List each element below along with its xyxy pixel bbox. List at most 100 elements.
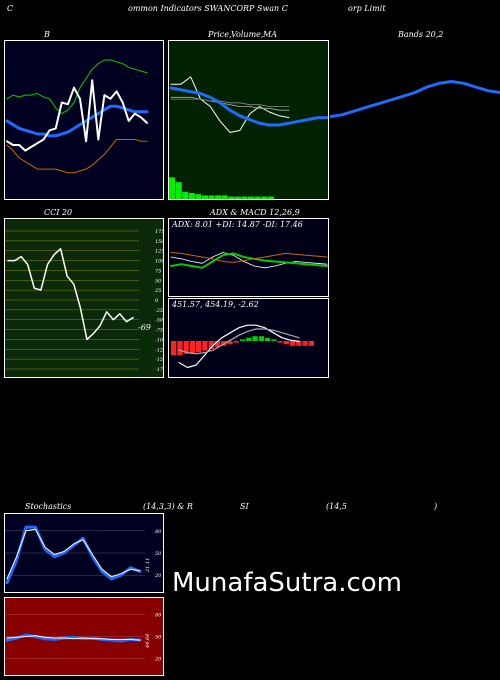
volume-bar [248, 196, 255, 199]
macd-histogram-bar [227, 341, 233, 345]
cci-tick-label: -25 [155, 308, 163, 314]
cci-tick-label: 150 [155, 239, 163, 245]
price-ma-chart [169, 76, 328, 199]
ma-title: MA [263, 30, 277, 39]
macd-panel: 451.57, 454.19, -2.62 [168, 298, 329, 378]
macd-histogram-bar [308, 341, 314, 346]
volume-bar [261, 196, 268, 199]
volume-bar [221, 195, 228, 199]
macd-histogram-bar [258, 336, 264, 341]
volume-bar [254, 196, 261, 199]
cci-tick-label: -175 [155, 367, 163, 373]
rsi-signal-line [6, 635, 141, 641]
volume-bar [182, 191, 189, 199]
bollinger-title: B [44, 30, 50, 39]
price-ma-blue-line [169, 86, 328, 127]
macd-histogram-bar [183, 341, 189, 354]
adx-chart [170, 252, 328, 269]
macd-histogram-bar [208, 341, 214, 349]
volume-bar [241, 196, 248, 199]
price-title: Price, [208, 30, 232, 39]
volume-bar [201, 195, 208, 199]
volume-bar [208, 195, 215, 199]
cci-chart: 175 150 125 100 75 50 25 0 -25 -50 -75 -100 -125 -150… [5, 229, 163, 373]
macd-histogram-bar [214, 341, 221, 348]
macd-histogram-bar [246, 337, 252, 341]
volume-bar [267, 196, 274, 199]
adx-plus_di-line [170, 252, 328, 269]
macd-histogram-bar [252, 336, 258, 341]
volume-bar [188, 193, 195, 199]
cci-title: CCI 20 [44, 208, 73, 217]
cci-tick-label: -50 [155, 318, 163, 324]
price-ma-panel [168, 40, 329, 200]
volume-bar [234, 196, 241, 199]
stoch-d-line [6, 528, 141, 580]
adx-values-label: ADX: 8.01 +DI: 14.87 -DI: 17.46 [172, 220, 303, 229]
bollinger-price-line [6, 79, 148, 152]
bands-title: Bands 20,2 [398, 30, 444, 39]
header-title-center: ommon Indicators SWANCORP Swan C [128, 4, 288, 13]
volume-title: Volume, [231, 30, 264, 39]
stoch-tick-label: 50 [155, 551, 162, 557]
macd-histogram-bar [233, 341, 239, 343]
ma-blue-extension-line [330, 80, 500, 119]
macd-histogram-bar [171, 341, 177, 356]
cci-tick-label: -150 [155, 357, 163, 363]
rsi-last-label: 44.64 [145, 634, 151, 649]
rsi-title: SI [240, 502, 249, 511]
cci-panel: 175 150 125 100 75 50 25 0 -25 -50 -75 -100 -125 -150… [4, 218, 164, 378]
adx-macd-title: ADX & MACD 12,26,9 [210, 208, 300, 217]
bollinger-lower-line [6, 139, 148, 174]
cci-tick-label: -75 [155, 328, 163, 334]
rsi-tick-label: 50 [155, 635, 162, 641]
watermark: MunafaSutra.com [172, 568, 403, 598]
macd-histogram-bar [202, 341, 208, 351]
header-title-left: C [7, 4, 14, 13]
cci-line [7, 247, 134, 341]
macd-histogram-bar [283, 341, 289, 345]
bollinger-upper-line [6, 59, 148, 115]
rsi-tick-label: 80 [155, 613, 162, 619]
adx-minus_di-line [170, 252, 328, 263]
macd-histogram-bar [177, 341, 183, 356]
cci-tick-label: -100 [155, 337, 163, 343]
rsi-params: (14,5 [326, 502, 347, 511]
volume-bar [215, 195, 222, 199]
bollinger-chart [5, 59, 149, 174]
volume-bar [195, 194, 202, 199]
cci-tick-label: 100 [155, 259, 163, 265]
rsi-chart: 80 50 20 44.64 [5, 613, 162, 662]
rsi-rsi-line [5, 633, 142, 643]
adx-panel: ADX: 8.01 +DI: 14.87 -DI: 17.46 [168, 218, 329, 297]
macd-chart [171, 324, 314, 369]
cci-tick-label: 0 [155, 298, 159, 304]
macd-histogram-bar [264, 337, 271, 341]
volume-bar [175, 182, 182, 199]
macd-histogram-bar [189, 341, 196, 354]
cci-tick-label: 125 [155, 249, 163, 255]
rsi-params-close: ) [434, 502, 438, 511]
macd-histogram-bar [196, 341, 202, 353]
cci-last-label: -69 [138, 323, 151, 332]
macd-histogram-bar [239, 339, 246, 341]
macd-histogram-bar [290, 341, 296, 346]
macd-histogram-bar [277, 341, 283, 343]
cci-tick-label: 50 [155, 278, 162, 284]
adx-adx-line [170, 252, 328, 269]
stoch-tick-label: 20 [154, 573, 162, 579]
stochastics-params: (14,3,3) & R [143, 502, 193, 511]
rsi-panel: 80 50 20 44.64 [4, 597, 164, 676]
macd-histogram-bar [271, 339, 277, 341]
stoch-k-line [5, 525, 142, 585]
stochastics-title: Stochastics [25, 502, 72, 511]
macd-histogram-bar [296, 341, 302, 346]
price-ma_short-line [170, 96, 290, 111]
macd-histogram-bar [302, 341, 308, 346]
cci-tick-label: 75 [155, 268, 161, 274]
price-price-line [170, 76, 290, 133]
ma-extension-chart [330, 80, 500, 119]
stoch-tick-label: 80 [155, 529, 162, 535]
stochastics-panel: 80 50 20 21.11 [4, 513, 164, 593]
